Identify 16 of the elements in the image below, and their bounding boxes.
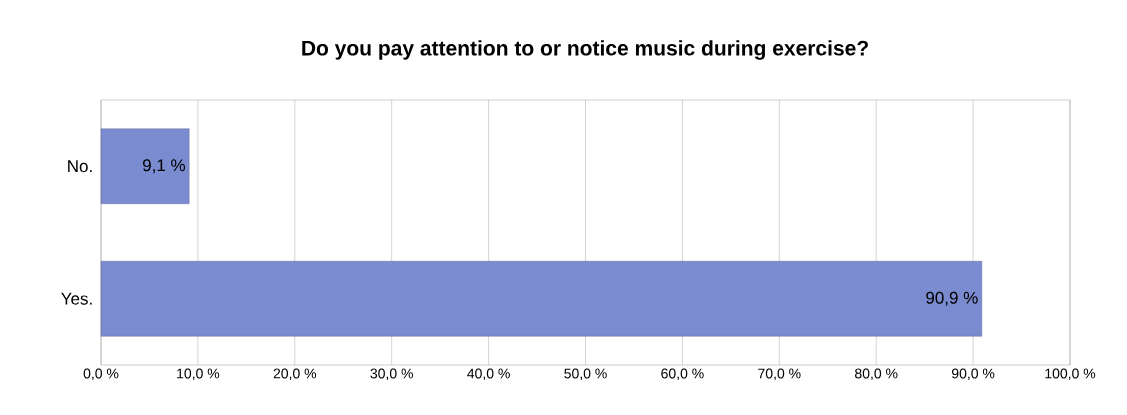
x-tick-label: 70,0 % (758, 368, 801, 381)
x-tick-label: 60,0 % (661, 368, 704, 381)
x-tick-label: 80,0 % (855, 368, 898, 381)
x-tick-label: 30,0 % (370, 368, 413, 381)
x-tick-label: 50,0 % (564, 368, 607, 381)
x-tick-label: 100,0 % (1045, 368, 1096, 381)
x-tick-label: 20,0 % (273, 368, 317, 381)
x-tick-label: 40,0 % (467, 368, 510, 381)
chart-title: Do you pay attention to or notice music during exercise? (302, 40, 868, 60)
x-tick-label: 90,0 % (951, 368, 995, 381)
data-label: 9,1 % (142, 159, 186, 174)
x-tick-label: 10,0 % (177, 368, 220, 381)
y-tick-label: Yes. (61, 292, 92, 305)
y-tick-label: No. (68, 160, 92, 173)
x-tick-label: 0,0 % (83, 368, 119, 381)
data-label: 90,9 % (926, 291, 978, 306)
